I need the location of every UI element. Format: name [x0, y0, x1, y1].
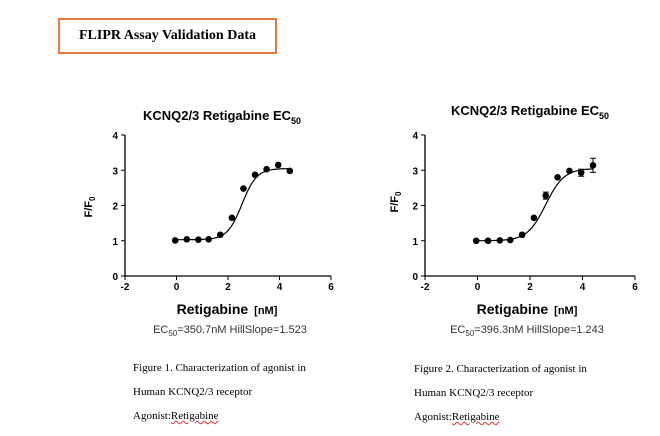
x-tick-label: 6	[328, 282, 334, 293]
data-point	[542, 192, 550, 199]
x-tick-label: 0	[475, 282, 481, 293]
data-point	[205, 236, 212, 243]
data-point	[518, 231, 526, 239]
caption-line: Human KCNQ2/3 receptor	[133, 386, 253, 398]
y-tick-label: 4	[112, 131, 118, 142]
data-point	[472, 237, 480, 245]
y-tick-label: 3	[412, 166, 418, 177]
caption-line: Figure 2. Characterization of agonist in	[414, 363, 587, 375]
agonist-label: Agonist:	[414, 411, 452, 423]
y-tick-label: 1	[112, 237, 118, 248]
x-axis-label: Retigabine [nM]	[477, 301, 578, 317]
fit-curve	[175, 167, 290, 241]
y-tick-label: 1	[412, 237, 418, 248]
data-point	[496, 237, 504, 244]
caption-line: Human KCNQ2/3 receptor	[414, 387, 534, 399]
data-point	[286, 167, 294, 175]
y-tick-label: 4	[412, 131, 418, 142]
agonist-label: Agonist:	[133, 410, 171, 422]
data-point	[263, 165, 270, 173]
y-tick-label: 0	[112, 272, 118, 283]
data-point	[577, 169, 585, 177]
caption-agonist: Agonist:Retigabine	[133, 404, 306, 428]
chart-title: KCNQ2/3 Retigabine EC50	[451, 103, 609, 121]
y-axis-label: F/F0	[83, 196, 97, 218]
figure-caption-1: Figure 1. Characterization of agonist in…	[133, 356, 306, 428]
data-point	[251, 171, 259, 179]
data-point	[554, 174, 561, 181]
x-tick-label: 0	[174, 282, 180, 293]
fit-curve	[476, 168, 594, 242]
chart-2: KCNQ2/3 Retigabine EC50 F/F0 Retigabine[…	[389, 103, 638, 338]
figure-caption-2: Figure 2. Characterization of agonist in…	[414, 357, 587, 429]
agonist-value: Retigabine	[451, 411, 500, 423]
x-tick-label: 6	[632, 282, 638, 293]
ec50-annotation: EC50=350.7nM HillSlope=1.523	[153, 324, 307, 338]
data-point	[530, 214, 538, 222]
data-point	[274, 161, 282, 169]
data-point	[589, 162, 597, 169]
data-point	[216, 231, 224, 239]
y-tick-label: 2	[112, 202, 118, 213]
x-axis-label: Retigabine [nM]	[177, 301, 278, 317]
chart-1: KCNQ2/3 Retigabine EC50 F/F0 Retigabine[…	[83, 108, 334, 338]
y-tick-label: 3	[112, 166, 118, 177]
chart-title: KCNQ2/3 Retigabine EC50	[143, 108, 301, 126]
caption-agonist: Agonist:Retigabine	[414, 405, 587, 429]
data-point	[507, 236, 514, 244]
x-tick-label: 4	[277, 282, 283, 293]
data-point	[183, 236, 191, 243]
data-point	[484, 237, 492, 245]
agonist-value: Retigabine	[170, 410, 219, 422]
data-point	[566, 167, 573, 175]
data-point	[171, 237, 179, 244]
data-point	[228, 214, 236, 222]
x-tick-label: -2	[121, 282, 130, 293]
y-tick-label: 0	[412, 272, 418, 283]
caption-line: Figure 1. Characterization of agonist in	[133, 362, 306, 374]
header-title: FLIPR Assay Validation Data	[58, 18, 277, 54]
y-tick-label: 2	[412, 202, 418, 213]
x-tick-label: -2	[421, 282, 430, 293]
y-axis-label: F/F0	[389, 191, 403, 213]
ec50-annotation: EC50=396.3nM HillSlope=1.243	[450, 324, 604, 338]
data-point	[240, 185, 247, 192]
data-point	[195, 236, 202, 243]
x-tick-label: 2	[225, 282, 231, 293]
x-tick-label: 2	[527, 282, 533, 293]
x-tick-label: 4	[580, 282, 586, 293]
